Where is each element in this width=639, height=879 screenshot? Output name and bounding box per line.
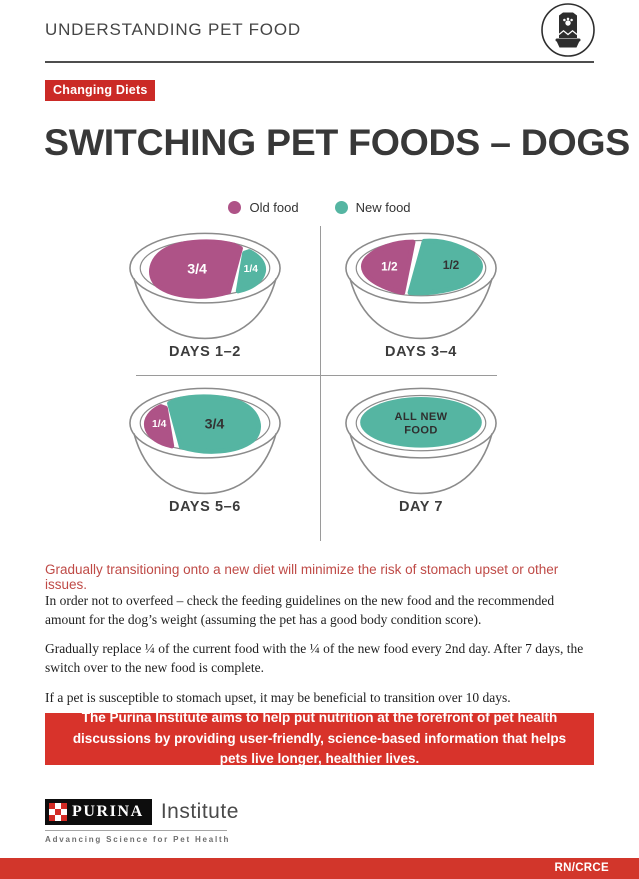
old-food-dot-icon [228,201,242,214]
bottom-bar: RN/CRCE [0,858,639,879]
brand-name: PURINA [72,803,144,820]
page-title: SWITCHING PET FOODS – DOGS [44,121,630,163]
pet-food-bag-and-bowl-icon [540,2,596,58]
logo-divider [45,830,227,831]
old-fraction-label: 3/4 [187,262,207,278]
horizontal-divider [136,375,497,376]
bowl-caption: DAY 7 [398,499,444,515]
legend: Old food New food [0,200,639,215]
brand-suffix: Institute [160,800,239,823]
highlight-text: Gradually transitioning onto a new diet … [45,562,559,592]
checkerboard-icon [49,803,67,821]
body-text: In order not to overfeed – check the fee… [45,591,594,707]
old-fraction-label: 1/2 [381,259,398,273]
purina-institute-logo: PURINA Institute Advancing Science for P… [45,799,239,844]
all-new-food-label-line2: FOOD [404,424,438,436]
bowl-graphic-days-1-2: 3/4 1/4 [129,232,281,340]
bowl-graphic-day-7: ALL NEW FOOD [345,387,497,495]
bowl-days-1-2: 3/4 1/4 DAYS 1–2 [126,230,284,360]
legend-item-new-food: New food [334,200,411,215]
new-food-dot-icon [334,201,348,214]
purina-wordmark: PURINA [45,799,152,825]
bowl-graphic-days-5-6: 1/4 3/4 [129,387,281,495]
section-badge: Changing Diets [45,80,156,101]
doc-code: RN/CRCE [554,862,609,874]
body-paragraph-3: If a pet is susceptible to stomach upset… [45,689,511,705]
bowl-caption: DAYS 3–4 [385,344,457,360]
bowl-day-7: ALL NEW FOOD DAY 7 [342,385,500,515]
all-new-food-label-line1: ALL NEW [395,411,448,423]
callout-text: The Purina Institute aims to help put nu… [72,709,567,767]
bowl-days-5-6: 1/4 3/4 DAYS 5–6 [126,385,284,515]
new-fraction-label: 1/4 [244,264,259,275]
logo-tagline: Advancing Science for Pet Health [45,835,231,844]
vertical-divider [320,226,321,541]
legend-item-old-food: Old food [228,200,299,215]
header-divider [45,61,594,63]
body-paragraph-1: In order not to overfeed – check the fee… [45,593,555,628]
legend-label-old: Old food [249,200,299,215]
callout-box: The Purina Institute aims to help put nu… [45,710,594,766]
new-fraction-label: 3/4 [205,417,225,433]
bowl-diagram: 3/4 1/4 DAYS 1–2 1/2 1/2 DAYS 3–4 [0,222,639,542]
bowl-days-3-4: 1/2 1/2 DAYS 3–4 [342,230,500,360]
bowl-caption: DAYS 1–2 [169,344,241,360]
old-fraction-label: 1/4 [152,419,167,430]
new-fraction-label: 1/2 [443,258,460,272]
legend-label-new: New food [355,200,411,215]
bowl-graphic-days-3-4: 1/2 1/2 [345,232,497,340]
header-title: UNDERSTANDING PET FOOD [45,20,301,39]
bowl-caption: DAYS 5–6 [169,499,241,515]
body-paragraph-2: Gradually replace ¼ of the current food … [45,641,584,676]
